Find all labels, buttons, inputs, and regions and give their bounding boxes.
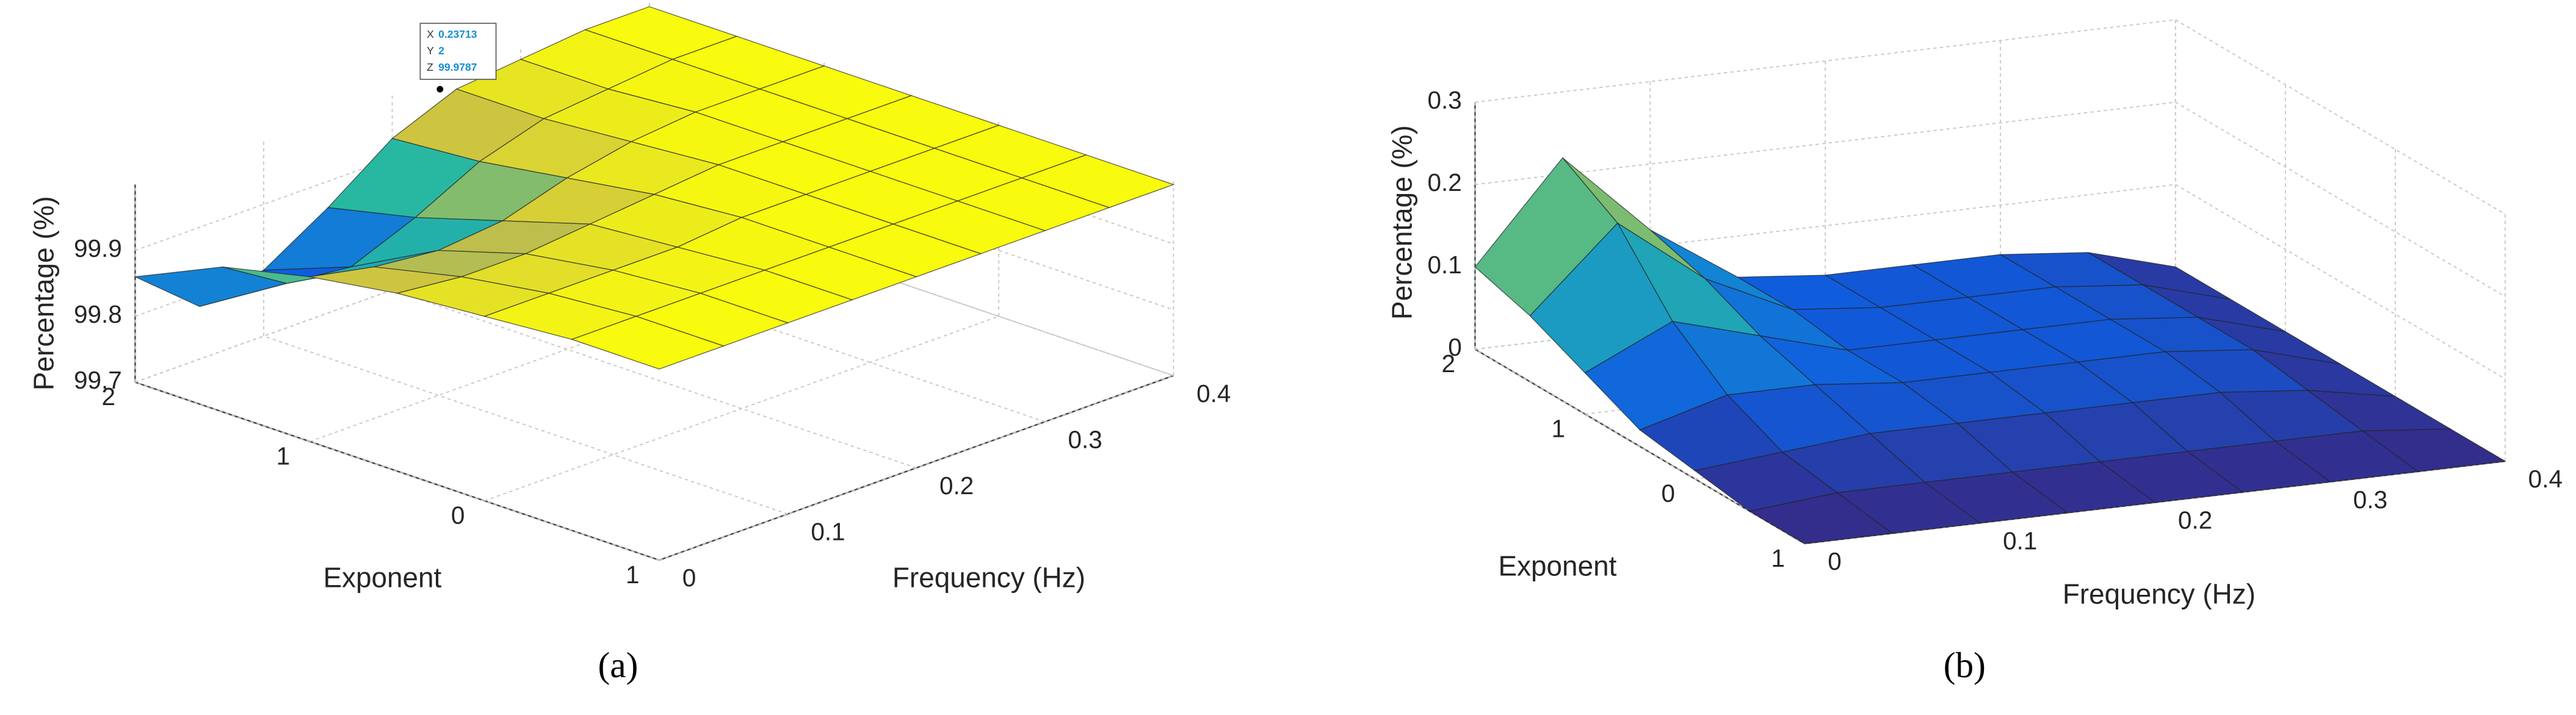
grid-line: [1475, 19, 2176, 103]
y-axis-line: [135, 381, 660, 561]
grid-line: [1475, 184, 2176, 268]
x-tick-label: 0: [1828, 547, 1842, 575]
y-tick-label: 1: [626, 561, 640, 589]
x-tick-label: 0.3: [1068, 425, 1102, 453]
z-tick-label: 0: [1448, 333, 1462, 361]
panel-label: (a): [598, 645, 639, 685]
x-tick-label: 0.4: [2528, 465, 2563, 493]
datatip-marker: [436, 85, 444, 93]
z-tick-label: 0.2: [1428, 168, 1462, 196]
surface-patch: [1748, 492, 1894, 544]
surface: [133, 6, 1175, 370]
grid-line: [484, 315, 999, 501]
panel-label: (b): [1944, 645, 1986, 685]
y-axis-label: Exponent: [323, 562, 441, 594]
datatip-key: Y: [427, 45, 434, 57]
surface-patch: [570, 315, 725, 370]
y-tick-label: 1: [1771, 544, 1785, 572]
z-tick-label: 0.1: [1428, 251, 1462, 279]
datatip-key: Z: [427, 61, 433, 73]
x-tick-label: 0: [682, 564, 696, 592]
y-tick-label: 0: [1662, 480, 1676, 508]
y-tick-label: 2: [101, 383, 115, 411]
x-axis-label: Frequency (Hz): [892, 562, 1085, 594]
datatip-key: X: [427, 28, 434, 40]
x-tick-label: 0.1: [2003, 526, 2037, 555]
z-axis-label: Percentage (%): [28, 196, 60, 390]
x-axis-label: Frequency (Hz): [2063, 578, 2256, 610]
datatip-value: 0.23713: [438, 28, 477, 40]
z-tick-label: 99.9: [74, 234, 122, 262]
datatip-value: 99.9787: [438, 61, 477, 73]
grid-line: [2175, 101, 2506, 297]
surface: [1474, 157, 2506, 544]
grid-line: [2175, 19, 2506, 215]
datatip-box: [419, 23, 497, 80]
grid-line: [659, 375, 1174, 561]
x-tick-label: 0.2: [939, 472, 974, 500]
grid-line: [1475, 101, 2176, 185]
z-tick-label: 99.8: [74, 300, 122, 328]
z-axis-label: Percentage (%): [1386, 125, 1417, 320]
x-tick-label: 0.1: [811, 518, 845, 546]
x-tick-label: 0.2: [2178, 506, 2212, 534]
x-tick-label: 0.4: [1196, 379, 1231, 408]
y-tick-label: 2: [1442, 350, 1456, 378]
grid-line: [1474, 348, 1805, 544]
y-tick-label: 1: [1552, 414, 1566, 442]
z-tick-label: 99.7: [74, 366, 122, 394]
y-tick-label: 1: [277, 442, 291, 470]
grid-line: [263, 336, 788, 515]
z-tick-label: 0.3: [1428, 86, 1462, 114]
grid-line: [2175, 184, 2506, 379]
y-axis-label: Exponent: [1499, 550, 1617, 582]
x-tick-label: 0.3: [2353, 486, 2387, 514]
datatip-value: 2: [438, 45, 444, 57]
y-tick-label: 0: [451, 501, 465, 530]
